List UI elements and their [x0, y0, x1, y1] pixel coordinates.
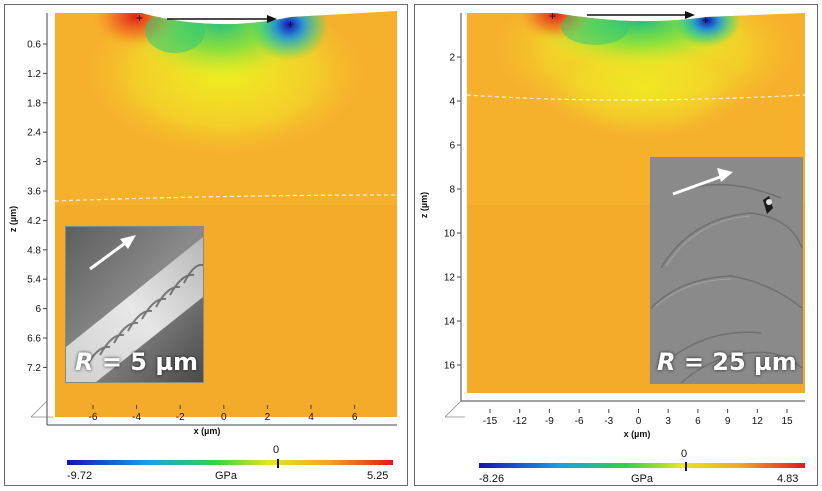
- svg-text:+: +: [702, 13, 709, 27]
- z-tick-label: 1.8: [27, 98, 41, 109]
- z-axis-ticks-right: 2 4 6 8 10 12 14 16: [444, 53, 461, 372]
- z-tick-label: 4: [449, 97, 455, 108]
- colorbar-zero-left: 0: [273, 444, 280, 456]
- x-tick-label: 0: [636, 416, 642, 427]
- colorbar-max-right: 4.83: [777, 473, 799, 485]
- x-tick-label: 6: [695, 416, 701, 427]
- x-axis-ticks-left: -6 -4 -2 0 2 4 6: [89, 405, 358, 423]
- colorbar-zero-tick-right: [685, 462, 687, 471]
- colorbar-max-left: 5.25: [367, 470, 389, 482]
- colorbar-right: [479, 463, 805, 468]
- x-tick-label: -15: [483, 416, 498, 427]
- colorbar-unit-right: GPa: [631, 473, 654, 485]
- x-tick-label: -6: [575, 416, 584, 427]
- z-tick-label: 7.2: [27, 363, 41, 374]
- x-tick-label: 6: [352, 412, 358, 423]
- z-tick-label: 16: [444, 361, 456, 372]
- x-axis-label: x (µm): [624, 429, 651, 439]
- stress-map-left: + + 0.61.21.82.433.64.24.85.466.67.2 -6-…: [8, 11, 398, 436]
- z-tick-label: 10: [444, 229, 456, 240]
- x-tick-label: -9: [545, 416, 554, 427]
- z-tick-label: 4.8: [27, 245, 41, 256]
- stress-map-panel-left: + + 0.6 1.2 1.8 2.4 3 3.6 4.2 4.8 5.4 6 6.6 7.2 -6-…: [4, 4, 408, 486]
- x-tick-label: 15: [781, 416, 793, 427]
- inset-label-right: R = 25 µm: [657, 348, 797, 376]
- sem-inset-left: [65, 226, 204, 383]
- x-tick-label: -12: [512, 416, 527, 427]
- z-tick-label: 6: [35, 304, 41, 315]
- x-tick-label: 0: [221, 412, 227, 423]
- inset-label-left: R = 5 µm: [75, 348, 199, 376]
- z-axis-ticks-left: 0.6 1.2 1.8 2.4 3 3.6 4.2 4.8 5.4 6 6.6 7.2: [27, 40, 47, 374]
- z-tick-label: 1.2: [27, 69, 41, 80]
- x-tick-label: -3: [604, 416, 613, 427]
- z-tick-label: 3: [35, 157, 41, 168]
- colorbar-unit-left: GPa: [215, 470, 238, 482]
- colorbar-zero-right: 0: [681, 448, 688, 460]
- z-tick-label: 2.4: [27, 128, 41, 139]
- colorbar-min-right: -8.26: [479, 473, 505, 485]
- x-tick-label: -2: [176, 412, 185, 423]
- z-tick-label: 5.4: [27, 275, 41, 286]
- x-tick-label: 3: [665, 416, 671, 427]
- colorbar-left: [67, 460, 393, 465]
- z-tick-label: 6.6: [27, 334, 41, 345]
- z-tick-label: 0.6: [27, 40, 41, 51]
- z-axis-label: z (µm): [419, 192, 429, 218]
- colorbar-min-left: -9.72: [67, 470, 93, 482]
- z-tick-label: 6: [449, 141, 455, 152]
- x-axis-ticks-right: -15 -12 -9 -6 -3 0 3 6 9 12 15: [483, 409, 793, 427]
- x-axis-label: x (µm): [194, 426, 221, 436]
- x-tick-label: 4: [308, 412, 314, 423]
- z-tick-label: 14: [444, 317, 456, 328]
- z-tick-label: 2: [449, 53, 455, 64]
- z-tick-label: 8: [449, 185, 455, 196]
- svg-text:+: +: [136, 11, 143, 25]
- x-tick-label: 2: [265, 412, 271, 423]
- x-tick-label: 12: [752, 416, 764, 427]
- sem-inset-right: [650, 157, 803, 384]
- svg-text:+: +: [287, 17, 294, 31]
- z-tick-label: 12: [444, 273, 456, 284]
- z-tick-label: 3.6: [27, 187, 41, 198]
- x-tick-label: -6: [89, 412, 98, 423]
- z-axis-label: z (µm): [8, 206, 18, 232]
- colorbar-zero-tick-left: [277, 459, 279, 468]
- x-tick-label: -4: [132, 412, 141, 423]
- stress-map-panel-right: + + 2 4 6 8 10 12 14 16 -15 -12 -9 -6 -3 0 3 6 9 12 15 x …: [414, 4, 818, 486]
- z-tick-label: 4.2: [27, 216, 41, 227]
- svg-text:+: +: [549, 9, 556, 23]
- x-tick-label: 9: [725, 416, 731, 427]
